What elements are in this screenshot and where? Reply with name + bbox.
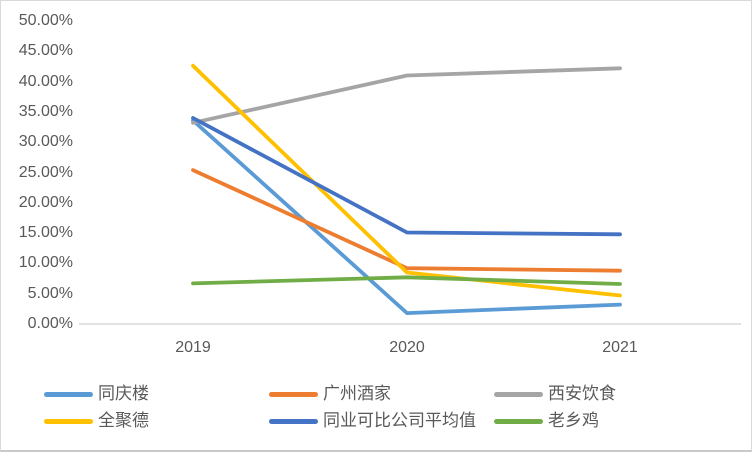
legend-label: 老乡鸡 <box>548 411 599 430</box>
legend-label: 西安饮食 <box>548 384 616 403</box>
legend-marker-line <box>494 418 543 424</box>
legend-marker-line <box>44 391 93 397</box>
x-axis-tick-label: 2019 <box>175 339 211 356</box>
y-axis-tick-label: 30.00% <box>18 133 73 151</box>
legend-label: 同业可比公司平均值 <box>323 411 476 430</box>
series-line <box>191 66 622 125</box>
series-line <box>191 275 622 286</box>
legend-item: 西安饮食 <box>494 385 616 403</box>
y-axis-tick-label: 15.00% <box>18 224 73 242</box>
series-line <box>191 63 622 298</box>
y-axis-tick-label: 40.00% <box>18 72 73 90</box>
legend-marker-line <box>494 391 543 397</box>
legend-label: 广州酒家 <box>323 384 391 403</box>
legend-label: 同庆楼 <box>98 384 149 403</box>
y-axis-tick-label: 25.00% <box>18 163 73 181</box>
series-lines <box>191 63 622 316</box>
y-axis-tick-label: 10.00% <box>18 254 73 272</box>
y-axis-tick-label: 35.00% <box>18 102 73 120</box>
y-axis-tick-label: 45.00% <box>18 42 73 60</box>
series-line <box>191 168 622 273</box>
series-line <box>191 118 622 316</box>
legend-item: 同业可比公司平均值 <box>269 412 476 430</box>
x-axis-tick-label: 2021 <box>602 339 638 356</box>
legend-item: 老乡鸡 <box>494 412 599 430</box>
legend-label: 全聚德 <box>98 411 149 430</box>
legend-marker-line <box>44 418 93 424</box>
y-axis-tick-label: 20.00% <box>18 193 73 211</box>
series-line <box>191 116 622 237</box>
legend-marker-line <box>269 418 318 424</box>
legend-item: 同庆楼 <box>44 385 149 403</box>
y-axis-tick-label: 0.00% <box>27 315 73 332</box>
y-axis-tick-label: 5.00% <box>27 284 73 302</box>
y-axis-tick-label: 50.00% <box>18 12 73 29</box>
legend-marker-line <box>269 391 318 397</box>
x-axis-tick-label: 2020 <box>389 339 425 356</box>
legend-item: 全聚德 <box>44 412 149 430</box>
legend-item: 广州酒家 <box>269 385 391 403</box>
